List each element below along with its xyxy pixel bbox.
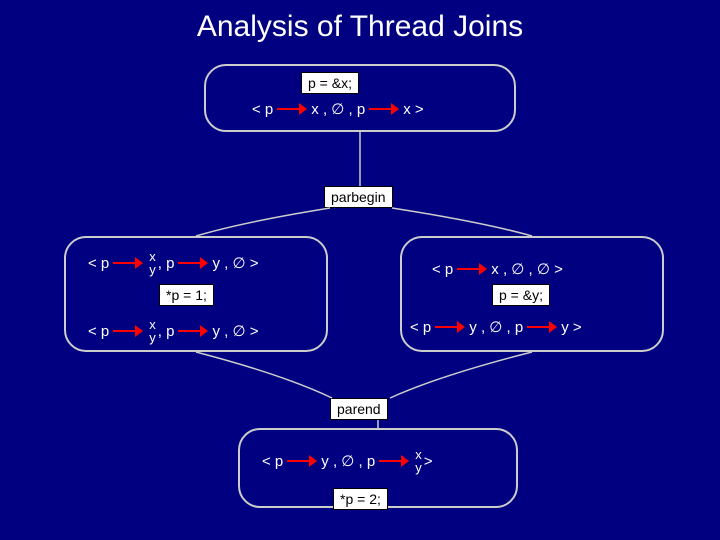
connector-lines xyxy=(0,0,720,540)
